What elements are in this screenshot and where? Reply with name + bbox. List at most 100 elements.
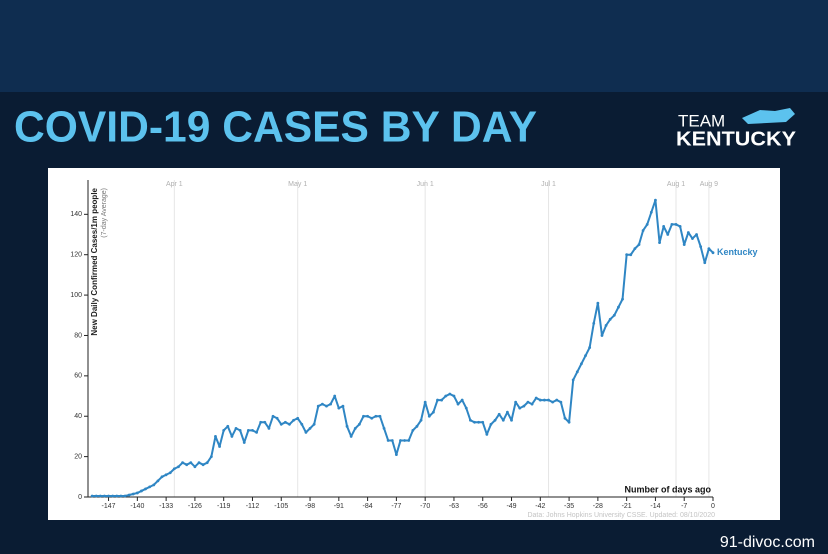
point xyxy=(312,422,316,426)
point xyxy=(695,233,698,236)
point xyxy=(592,321,596,325)
x-tick-label: -133 xyxy=(159,503,173,510)
point xyxy=(625,253,629,257)
point xyxy=(390,439,394,442)
point xyxy=(214,435,217,438)
point xyxy=(292,418,295,422)
point xyxy=(345,424,349,428)
point xyxy=(604,323,608,327)
point xyxy=(263,420,267,424)
point xyxy=(394,453,398,456)
point xyxy=(575,370,579,374)
point xyxy=(481,420,485,424)
point xyxy=(357,422,361,426)
point xyxy=(649,210,653,214)
point xyxy=(456,402,460,406)
point xyxy=(637,243,641,247)
point xyxy=(489,422,493,426)
x-tick-label: 0 xyxy=(711,503,715,510)
point xyxy=(168,471,172,475)
point xyxy=(427,414,431,418)
point xyxy=(658,241,661,244)
point xyxy=(477,420,481,424)
point xyxy=(399,439,402,442)
top-tick-label: Apr 1 xyxy=(166,181,183,188)
point xyxy=(296,416,300,420)
point xyxy=(448,392,452,396)
point xyxy=(135,491,139,495)
point xyxy=(485,433,489,436)
point xyxy=(547,398,550,402)
point xyxy=(329,402,332,406)
y-axis-label: New Daily Confirmed Cases/1m people xyxy=(90,187,99,335)
point xyxy=(423,400,427,404)
point xyxy=(473,420,476,424)
point xyxy=(617,305,620,309)
point xyxy=(127,493,131,497)
point xyxy=(193,465,197,469)
point xyxy=(711,251,715,255)
point xyxy=(440,398,444,402)
top-tick-label: Jul 1 xyxy=(541,181,556,188)
y-tick-label: 0 xyxy=(78,494,82,501)
point xyxy=(526,400,530,404)
point xyxy=(144,487,147,491)
point xyxy=(366,414,370,418)
point xyxy=(177,465,180,469)
point xyxy=(156,479,160,483)
x-tick-label: -105 xyxy=(274,503,288,510)
point xyxy=(238,428,242,432)
point xyxy=(703,261,707,265)
point xyxy=(464,406,468,410)
x-tick-label: -126 xyxy=(188,503,202,510)
point xyxy=(103,494,106,498)
point xyxy=(304,430,308,434)
point xyxy=(251,428,254,432)
x-tick-label: -63 xyxy=(449,503,459,510)
point xyxy=(386,439,390,442)
point xyxy=(600,334,604,337)
point xyxy=(629,253,633,257)
y-tick-label: 100 xyxy=(70,292,82,299)
x-tick-label: -77 xyxy=(391,503,401,510)
point xyxy=(641,229,645,232)
point xyxy=(645,223,649,226)
point xyxy=(325,404,328,408)
point xyxy=(670,223,674,226)
point xyxy=(612,313,616,317)
point xyxy=(518,406,522,410)
x-tick-label: -14 xyxy=(650,503,660,510)
point xyxy=(288,422,291,426)
x-tick-label: -91 xyxy=(334,503,344,510)
point xyxy=(403,439,407,442)
point xyxy=(353,426,357,430)
point xyxy=(510,418,513,422)
point xyxy=(316,404,320,408)
point xyxy=(230,435,234,438)
x-tick-label: -35 xyxy=(564,503,574,510)
x-tick-label: -42 xyxy=(535,503,545,510)
point xyxy=(415,424,419,428)
slide-title: COVID-19 CASES BY DAY xyxy=(14,103,537,152)
y-tick-label: 120 xyxy=(70,252,82,259)
point xyxy=(189,461,193,465)
point xyxy=(538,398,542,402)
point xyxy=(160,475,164,479)
point xyxy=(90,494,94,498)
point xyxy=(226,424,230,428)
point xyxy=(98,494,102,498)
x-tick-label: -119 xyxy=(217,503,231,510)
point xyxy=(320,402,324,406)
point xyxy=(337,406,341,410)
chart: Apr 1 May 1 Jun 1 Jul 1 Aug 1 Aug 9 0 20 40 60 80 1… xyxy=(70,180,758,519)
x-tick-label: -84 xyxy=(363,503,373,510)
y-tick-label: 80 xyxy=(74,332,82,339)
state-icon xyxy=(742,108,795,124)
point xyxy=(197,461,201,465)
point xyxy=(185,463,189,467)
x-tick-label: -140 xyxy=(130,503,144,510)
point xyxy=(267,426,271,430)
point xyxy=(674,223,678,226)
point xyxy=(559,400,563,404)
